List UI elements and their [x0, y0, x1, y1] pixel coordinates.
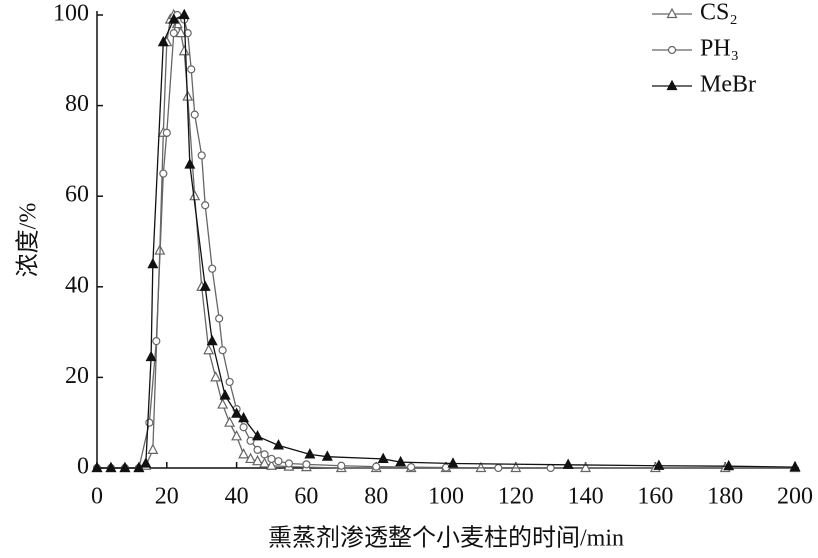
marker [206, 334, 218, 346]
marker [224, 416, 236, 427]
marker [494, 463, 503, 473]
marker [157, 35, 169, 47]
y-tick-label: 40 [65, 272, 89, 298]
marker [187, 65, 196, 74]
marker [197, 151, 206, 160]
marker [266, 459, 277, 470]
marker [203, 343, 215, 355]
marker [162, 128, 171, 137]
x-tick-label: 140 [568, 484, 604, 510]
legend-marker [666, 79, 678, 91]
marker [267, 454, 276, 464]
marker [238, 448, 250, 459]
marker [184, 158, 196, 169]
series-line [97, 14, 796, 469]
marker [178, 44, 190, 56]
x-tick-label: 100 [428, 484, 464, 510]
marker [219, 389, 231, 400]
legend-label: CS₂ [700, 0, 738, 26]
marker [140, 457, 152, 468]
marker [238, 411, 250, 423]
marker [321, 450, 333, 461]
marker [253, 445, 262, 454]
y-tick-label: 60 [65, 182, 89, 208]
marker [546, 463, 555, 473]
x-tick-label: 200 [777, 484, 813, 510]
marker [789, 460, 801, 472]
marker [190, 110, 199, 119]
x-axis-label: 熏蒸剂渗透整个小麦柱的时间/min [268, 525, 624, 552]
marker [562, 458, 574, 469]
y-tick-label: 20 [65, 363, 89, 389]
marker [302, 460, 311, 469]
marker [260, 450, 269, 459]
marker [215, 314, 224, 323]
legend-marker [666, 7, 678, 19]
x-tick-label: 40 [225, 484, 249, 510]
marker [239, 423, 248, 432]
x-tick-label: 60 [294, 484, 318, 510]
x-tick-label: 80 [364, 484, 388, 510]
y-tick-label: 0 [77, 454, 89, 480]
marker [274, 457, 283, 466]
y-axis-label: 浓度/% [15, 203, 42, 278]
marker [377, 452, 389, 464]
marker [245, 452, 257, 464]
marker [304, 448, 316, 459]
marker [199, 280, 211, 291]
marker [119, 461, 131, 473]
marker [580, 461, 592, 473]
marker [252, 454, 264, 466]
marker [337, 461, 346, 470]
marker [178, 8, 190, 20]
marker [510, 461, 522, 473]
x-tick-label: 180 [707, 484, 743, 510]
marker [259, 457, 271, 468]
x-tick-label: 0 [91, 484, 103, 510]
legend-marker [667, 45, 677, 55]
marker [447, 457, 459, 468]
marker [169, 29, 178, 38]
y-tick-label: 80 [65, 91, 89, 117]
marker [183, 29, 192, 38]
marker [145, 418, 154, 427]
series-line [97, 13, 795, 469]
marker [395, 455, 407, 467]
marker [284, 459, 294, 468]
marker [272, 439, 284, 450]
marker [159, 169, 168, 178]
marker [225, 377, 234, 387]
marker [145, 350, 157, 362]
marker [653, 459, 665, 470]
marker [201, 201, 210, 210]
marker [208, 264, 217, 273]
x-tick-label: 120 [498, 484, 534, 510]
marker [147, 443, 159, 454]
marker [152, 337, 161, 346]
marker [91, 461, 103, 473]
marker [246, 436, 255, 445]
marker [231, 430, 243, 441]
marker [147, 257, 159, 269]
x-tick-label: 160 [637, 484, 673, 510]
marker [231, 407, 243, 418]
marker [168, 13, 180, 24]
marker [407, 462, 416, 472]
marker [105, 461, 117, 473]
marker [217, 398, 229, 409]
marker [210, 371, 222, 382]
x-tick-label: 20 [155, 484, 179, 510]
legend-label: MeBr [700, 72, 756, 98]
y-tick-label: 100 [53, 1, 89, 27]
marker [218, 346, 227, 355]
legend-label: PH₃ [700, 36, 739, 62]
marker [252, 430, 264, 441]
marker [723, 459, 735, 471]
marker [175, 26, 187, 38]
marker [372, 462, 381, 471]
